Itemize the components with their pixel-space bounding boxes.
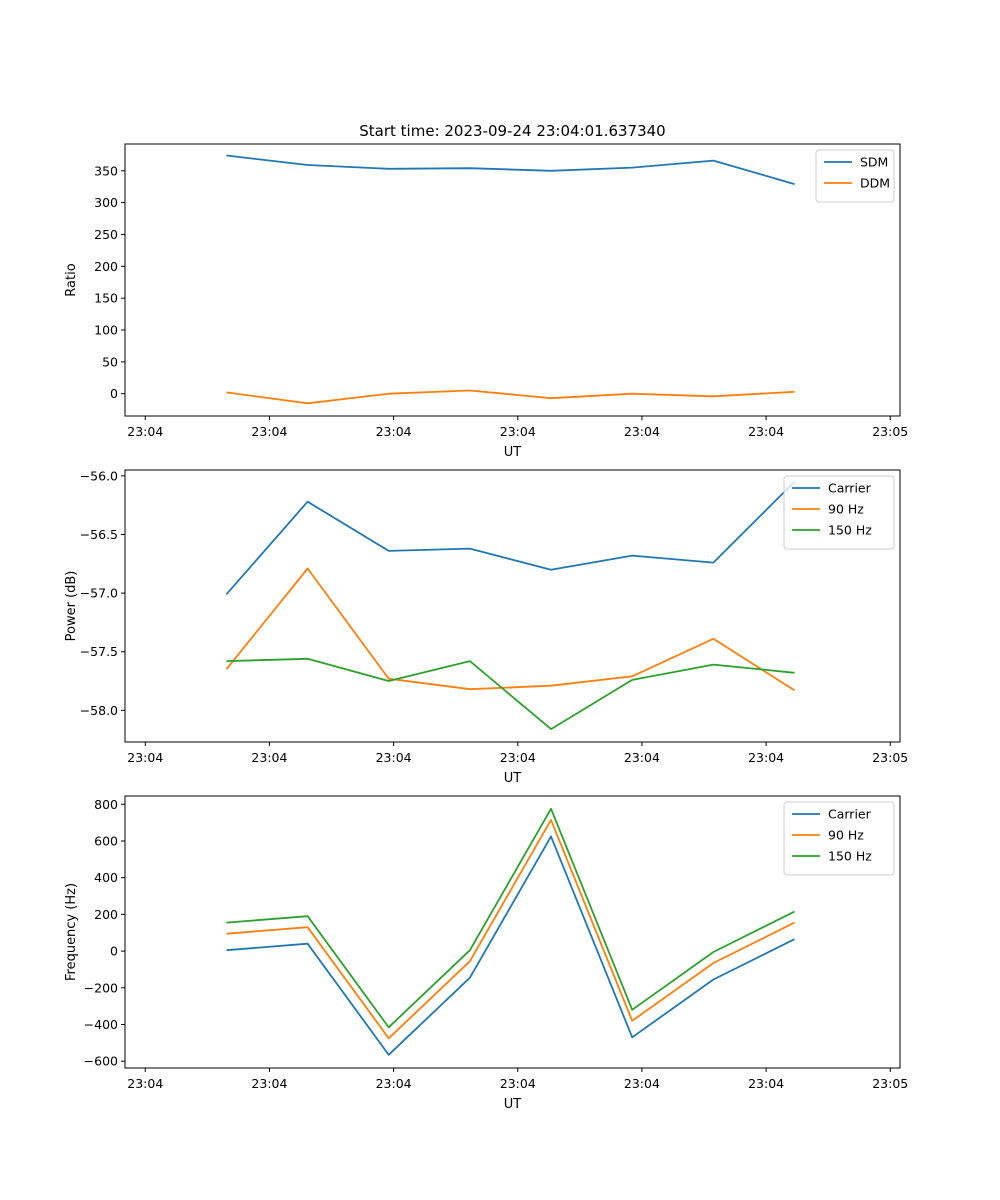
x-tick-label: 23:04	[251, 1076, 287, 1091]
series-line-carrier	[225, 481, 796, 595]
y-tick-label: −400	[84, 1017, 118, 1032]
series-line-carrier	[226, 835, 795, 1056]
y-axis-label: Ratio	[64, 263, 79, 296]
chart-title: Start time: 2023-09-24 23:04:01.637340	[359, 122, 665, 140]
y-tick-label: −58.0	[80, 703, 118, 718]
y-tick-label: 600	[94, 833, 118, 848]
axes-frame	[124, 469, 901, 743]
x-axis-label: UT	[504, 445, 522, 460]
legend: Carrier 90 Hz 150 Hz	[783, 801, 895, 876]
x-tick-label: 23:05	[872, 750, 908, 765]
x-tick-label: 23:04	[624, 750, 660, 765]
y-tick-label: −600	[84, 1054, 118, 1069]
legend-label: 150 Hz	[828, 849, 872, 864]
y-axis-label: Frequency (Hz)	[64, 883, 79, 981]
x-tick-label: 23:04	[624, 1076, 660, 1091]
y-tick-label: 250	[94, 227, 118, 242]
legend-label: 150 Hz	[828, 523, 872, 538]
x-tick-label: 23:04	[251, 424, 287, 439]
subplot-2: −56.0 −56.5 −57.0 −57.5 −58.0 23:04 23:04 23:04…	[64, 468, 908, 786]
y-tick-label: 50	[102, 354, 118, 369]
y-tick-label: −56.0	[80, 468, 118, 483]
legend-label: SDM	[860, 155, 888, 170]
x-tick-label: 23:04	[624, 424, 660, 439]
series-line-150-hz	[226, 807, 795, 1029]
subplot-3: −600 −400 −200 0 200 400 600 800 23:04 23:04 23:04…	[64, 795, 908, 1112]
y-tick-label: 200	[94, 907, 118, 922]
x-tick-label: 23:05	[872, 424, 908, 439]
legend-label: 90 Hz	[828, 502, 864, 517]
y-axis-label: Power (dB)	[64, 571, 79, 642]
series-line-sdm	[226, 154, 795, 185]
x-tick-label: 23:04	[127, 424, 163, 439]
y-tick-label: 100	[94, 323, 118, 338]
y-tick-label: −200	[84, 980, 118, 995]
y-tick-label: 0	[110, 944, 118, 959]
y-tick-label: −56.5	[80, 527, 118, 542]
legend-label: Carrier	[828, 807, 872, 822]
series-line-ddm	[226, 389, 795, 405]
axes-frame	[124, 143, 901, 417]
subplot-1: 0 50 100 150 200 250 300 350 23:04 23:04 23:04 23:0…	[64, 122, 908, 460]
x-tick-label: 23:04	[127, 750, 163, 765]
x-tick-label: 23:04	[251, 750, 287, 765]
axes-frame	[124, 795, 901, 1069]
x-tick-label: 23:04	[376, 424, 412, 439]
y-tick-label: 300	[94, 195, 118, 210]
series-line-150-hz	[226, 657, 795, 730]
y-tick-label: −57.0	[80, 586, 118, 601]
series-line-90-hz	[225, 567, 795, 692]
legend: Carrier 90 Hz 150 Hz	[783, 475, 895, 550]
x-tick-label: 23:04	[748, 424, 784, 439]
x-tick-label: 23:04	[500, 1076, 536, 1091]
series-line-90-hz	[226, 819, 795, 1040]
x-tick-label: 23:04	[127, 1076, 163, 1091]
x-tick-label: 23:04	[376, 750, 412, 765]
x-tick-label: 23:04	[748, 1076, 784, 1091]
y-tick-label: 350	[94, 163, 118, 178]
x-tick-label: 23:05	[872, 1076, 908, 1091]
legend-label: Carrier	[828, 481, 872, 496]
x-tick-label: 23:04	[500, 750, 536, 765]
y-tick-label: 200	[94, 259, 118, 274]
legend-frame	[815, 149, 895, 203]
y-tick-label: 800	[94, 797, 118, 812]
legend-label: 90 Hz	[828, 828, 864, 843]
legend: SDM DDM	[815, 149, 895, 203]
x-tick-label: 23:04	[376, 1076, 412, 1091]
y-tick-label: 150	[94, 291, 118, 306]
x-axis-label: UT	[504, 771, 522, 786]
y-tick-label: −57.5	[80, 644, 118, 659]
x-tick-label: 23:04	[500, 424, 536, 439]
y-tick-label: 400	[94, 870, 118, 885]
legend-label: DDM	[860, 176, 890, 191]
y-tick-label: 0	[110, 386, 118, 401]
x-axis-label: UT	[504, 1097, 522, 1112]
x-tick-label: 23:04	[748, 750, 784, 765]
